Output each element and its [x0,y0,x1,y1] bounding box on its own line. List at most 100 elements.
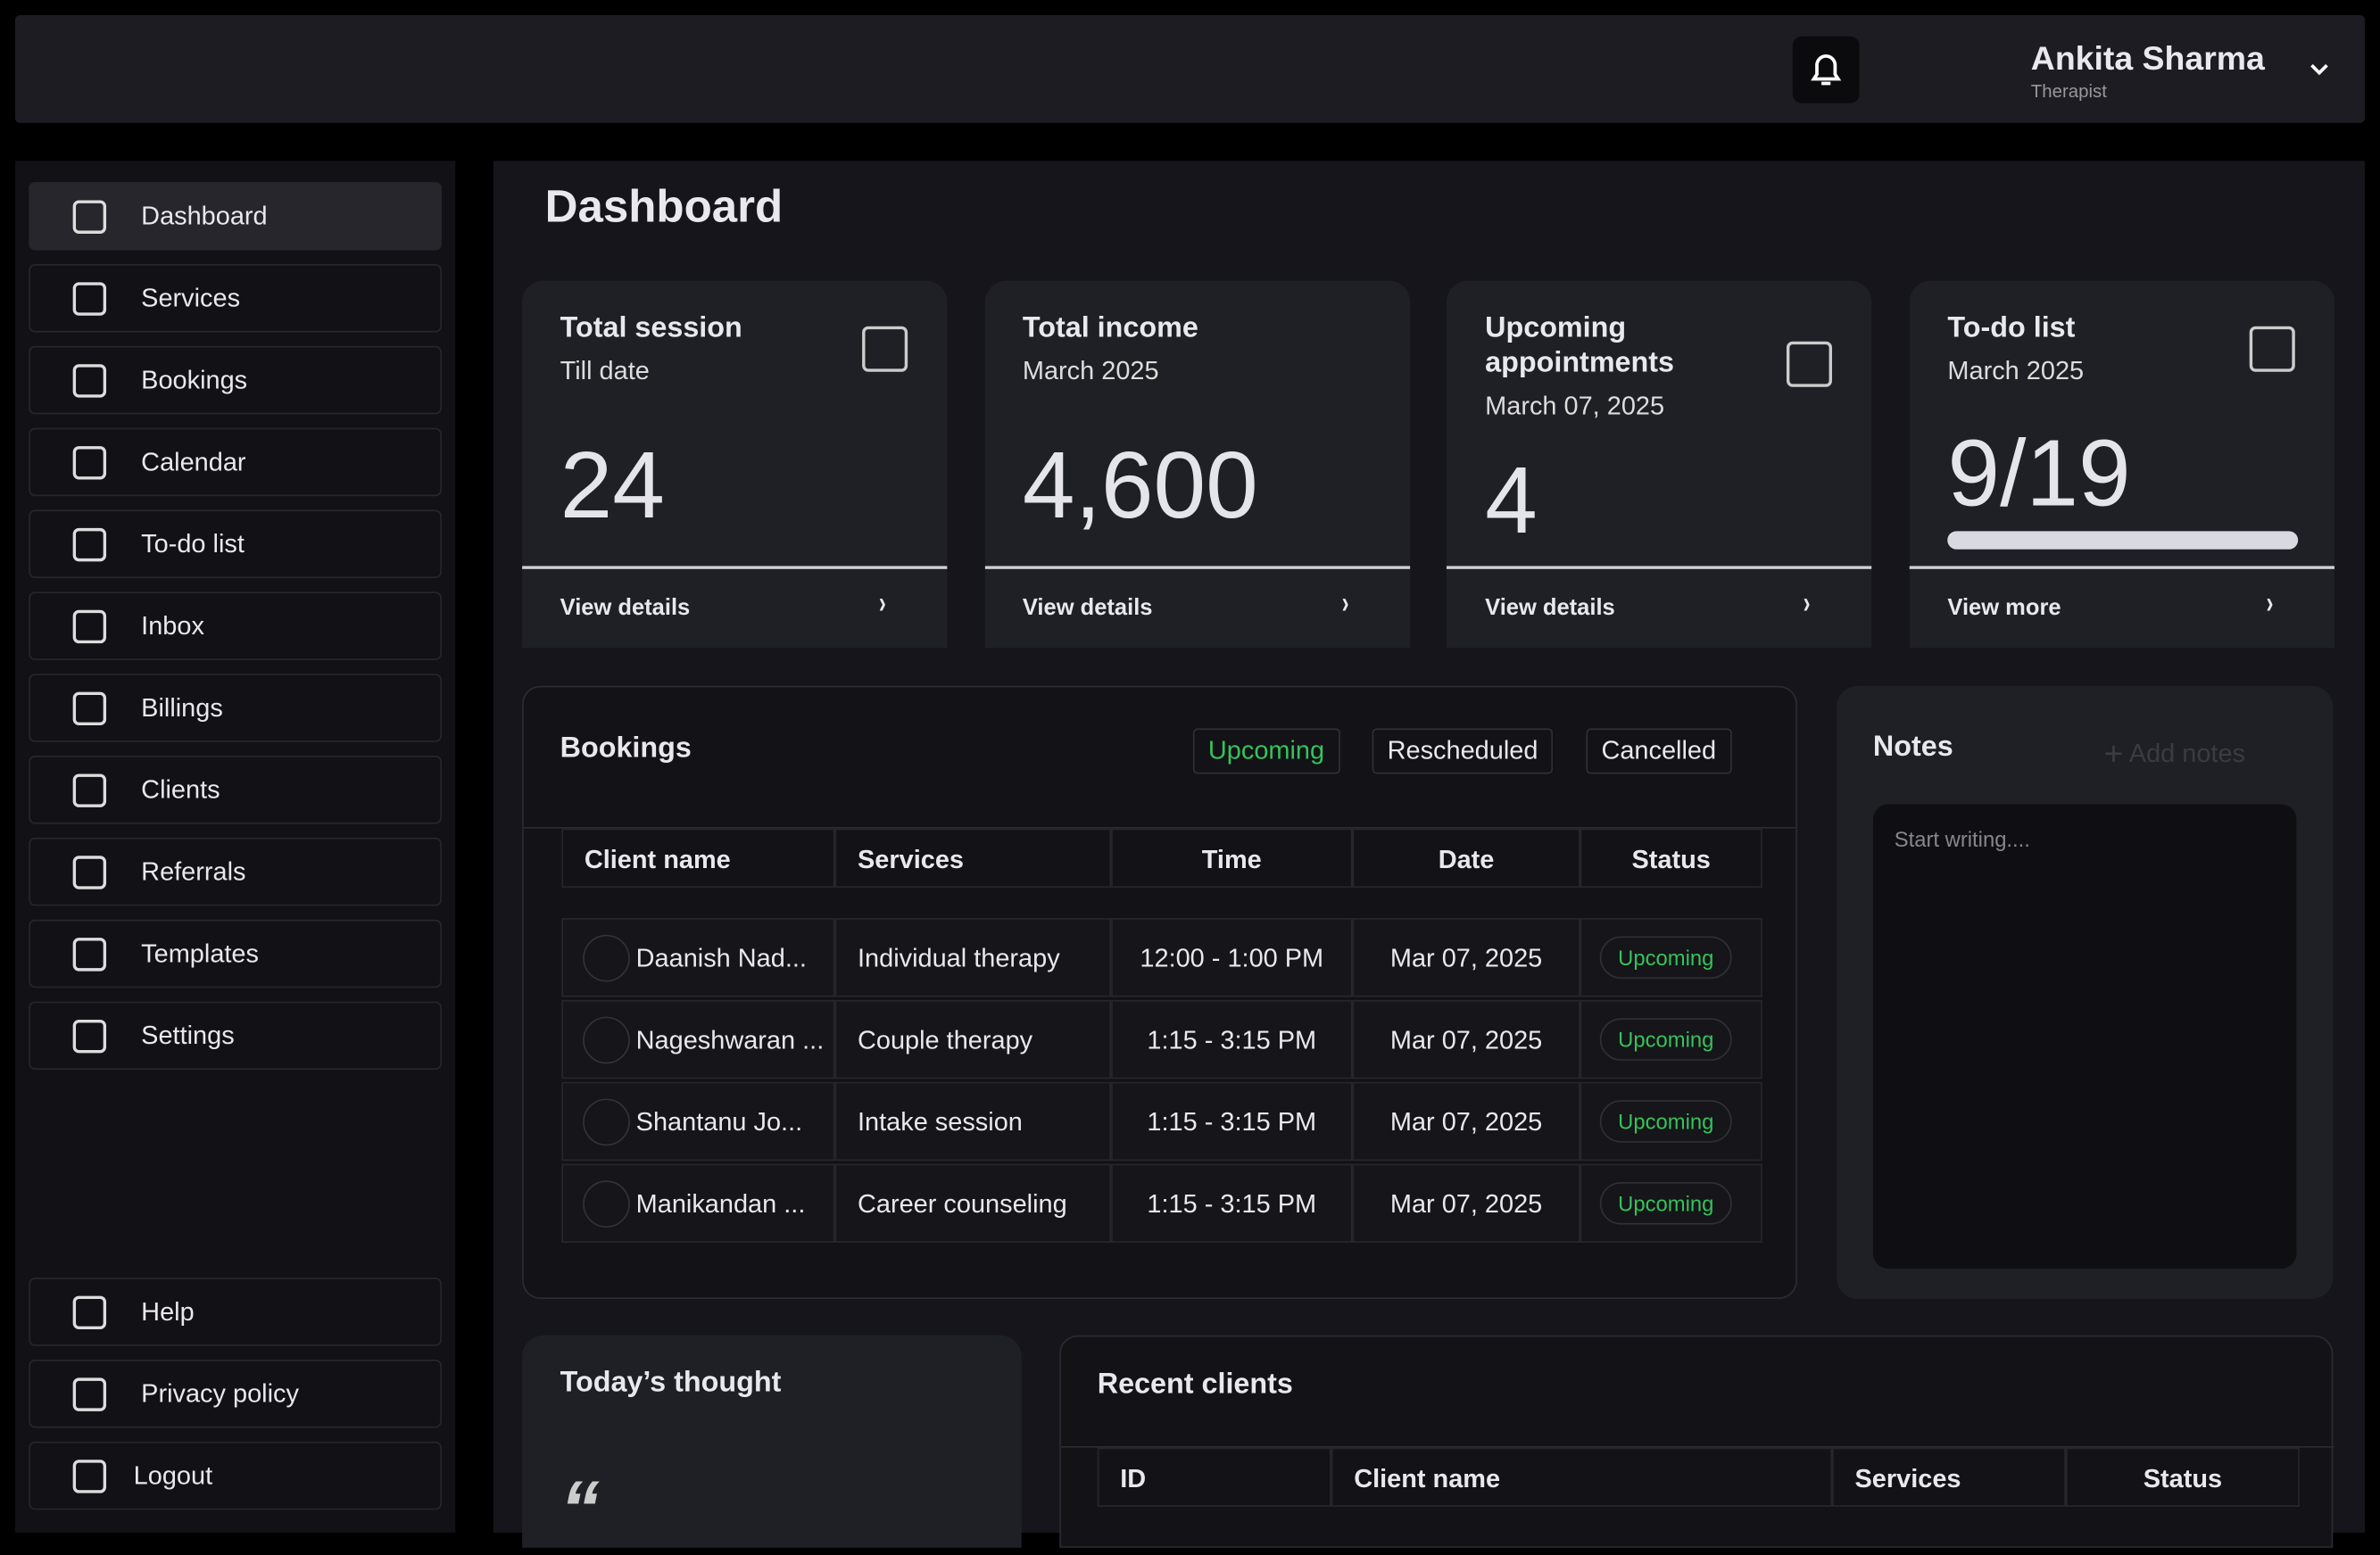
card-icon [2249,326,2295,372]
nav-icon [72,446,107,480]
nav-item[interactable]: Services [29,263,442,333]
table-cell: Daanish Nad... [561,918,835,997]
header-cell: Services [1831,1447,2066,1507]
chevron: › [1341,587,1349,621]
nav-label: Inbox [141,611,204,641]
header-cell: Date [1352,828,1580,889]
notes-input[interactable]: Start writing.... [1872,804,2297,1269]
table-text: 12:00 - 1:00 PM [1140,943,1324,973]
card-icon [862,326,908,372]
notification-button[interactable] [1792,36,1860,103]
link-label: View more [1947,594,2061,621]
sidebar: Dashboard Services Bookings Calendar To-do l… [15,161,456,1533]
divider [1909,566,2335,569]
card-value: 9/19 [1947,421,2131,527]
header-cell: Status [2065,1447,2300,1507]
user-name[interactable]: Ankita Sharma [2030,39,2265,78]
card-title: Total income [1022,312,1198,345]
nav-label: Bookings [141,365,248,395]
card-link[interactable]: View details › [984,569,1409,648]
bookings-panel: Bookings Upcoming Rescheduled Cancelled Clie… [522,685,1797,1299]
divider [1447,566,1872,569]
table-cell: Mar 07, 2025 [1352,918,1580,997]
thought-title: Today’s thought [560,1367,782,1400]
status-badge: Upcoming [1599,1018,1732,1061]
tab[interactable]: Upcoming [1192,728,1340,774]
header-cell: Client name [1331,1447,1832,1507]
nav-icon [72,1020,107,1054]
table-cell: Upcoming [1580,918,1762,997]
header-cell: Services [834,828,1112,889]
client-name: Nageshwaran ... [635,1025,825,1055]
nav-label: Services [141,284,241,313]
nav-item[interactable]: Templates [29,919,442,988]
column-header: Client name [584,845,731,874]
column-header: Services [858,845,964,874]
stat-card: To-do list March 2025 9/19 View more › [1909,280,2335,649]
nav-label: Logout [133,1460,213,1491]
nav-label: Dashboard [141,202,268,231]
plus-icon: + [2103,734,2124,773]
table-text: Mar 07, 2025 [1389,943,1543,973]
recent-clients-title: Recent clients [1097,1369,1293,1401]
table-text: Couple therapy [858,1025,1033,1055]
table-cell: Couple therapy [834,999,1112,1079]
nav-label: Settings [141,1021,235,1051]
link-label: View details [560,594,691,621]
tab[interactable]: Cancelled [1586,728,1732,774]
client-name: Manikandan ... [635,1189,806,1219]
header-cell: Client name [561,828,835,889]
card-icon [1787,341,1833,387]
add-notes-button[interactable]: + Add notes [2103,734,2245,773]
page-title: Dashboard [544,182,784,233]
chevron: › [878,587,886,621]
table-cell: Upcoming [1580,999,1762,1079]
add-notes-label: Add notes [2128,739,2246,768]
nav-item[interactable]: Privacy policy [29,1360,442,1428]
nav-item[interactable]: Help [29,1278,442,1346]
tab[interactable]: Rescheduled [1372,728,1554,774]
client-name: Shantanu Jo... [635,1107,803,1137]
nav-label: Templates [141,939,259,969]
nav-icon [72,1460,107,1493]
nav-item[interactable]: Calendar [29,427,442,497]
divider [1060,1445,2334,1448]
nav-item[interactable]: To-do list [29,509,442,579]
nav-icon [72,527,107,562]
card-link[interactable]: View more › [1910,569,2334,648]
link-label: View details [1022,594,1153,621]
nav-item[interactable]: Bookings [29,345,442,415]
table-cell: Nageshwaran ... [561,999,835,1079]
nav-icon [72,856,107,889]
nav-item[interactable]: Settings [29,1001,442,1071]
column-header: ID [1120,1464,1147,1493]
table-cell: Mar 07, 2025 [1352,999,1580,1079]
quote-mark: “ [560,1466,600,1554]
user-menu-chevron[interactable] [2304,54,2334,85]
card-link[interactable]: View details › [522,569,947,648]
nav-item[interactable]: Clients [29,756,442,824]
nav-item[interactable]: Dashboard [29,182,442,251]
divider [984,566,1410,569]
user-role: Therapist [2030,80,2107,102]
nav-item[interactable]: Billings [29,674,442,742]
card-subtitle: March 2025 [1947,356,2085,386]
nav-label: Calendar [141,447,246,477]
column-header: Date [1438,845,1495,874]
notes-placeholder: Start writing.... [1894,826,2030,852]
top-bar [15,15,2366,123]
nav-item[interactable]: Logout [29,1441,442,1510]
nav-icon [72,200,107,234]
status-badge: Upcoming [1599,1100,1732,1143]
column-header: Time [1201,845,1262,874]
nav-item[interactable]: Referrals [29,837,442,906]
nav-label: Referrals [141,857,246,887]
nav-label: To-do list [141,529,245,558]
table-text: 1:15 - 3:15 PM [1147,1025,1317,1055]
nav-item[interactable]: Inbox [29,591,442,660]
card-link[interactable]: View details › [1447,569,1872,648]
stat-card: Total session Till date 24 View details › [522,280,948,649]
stat-card: Upcoming appointments March 07, 2025 4 View… [1447,280,1872,649]
chevron: › [2266,587,2274,621]
